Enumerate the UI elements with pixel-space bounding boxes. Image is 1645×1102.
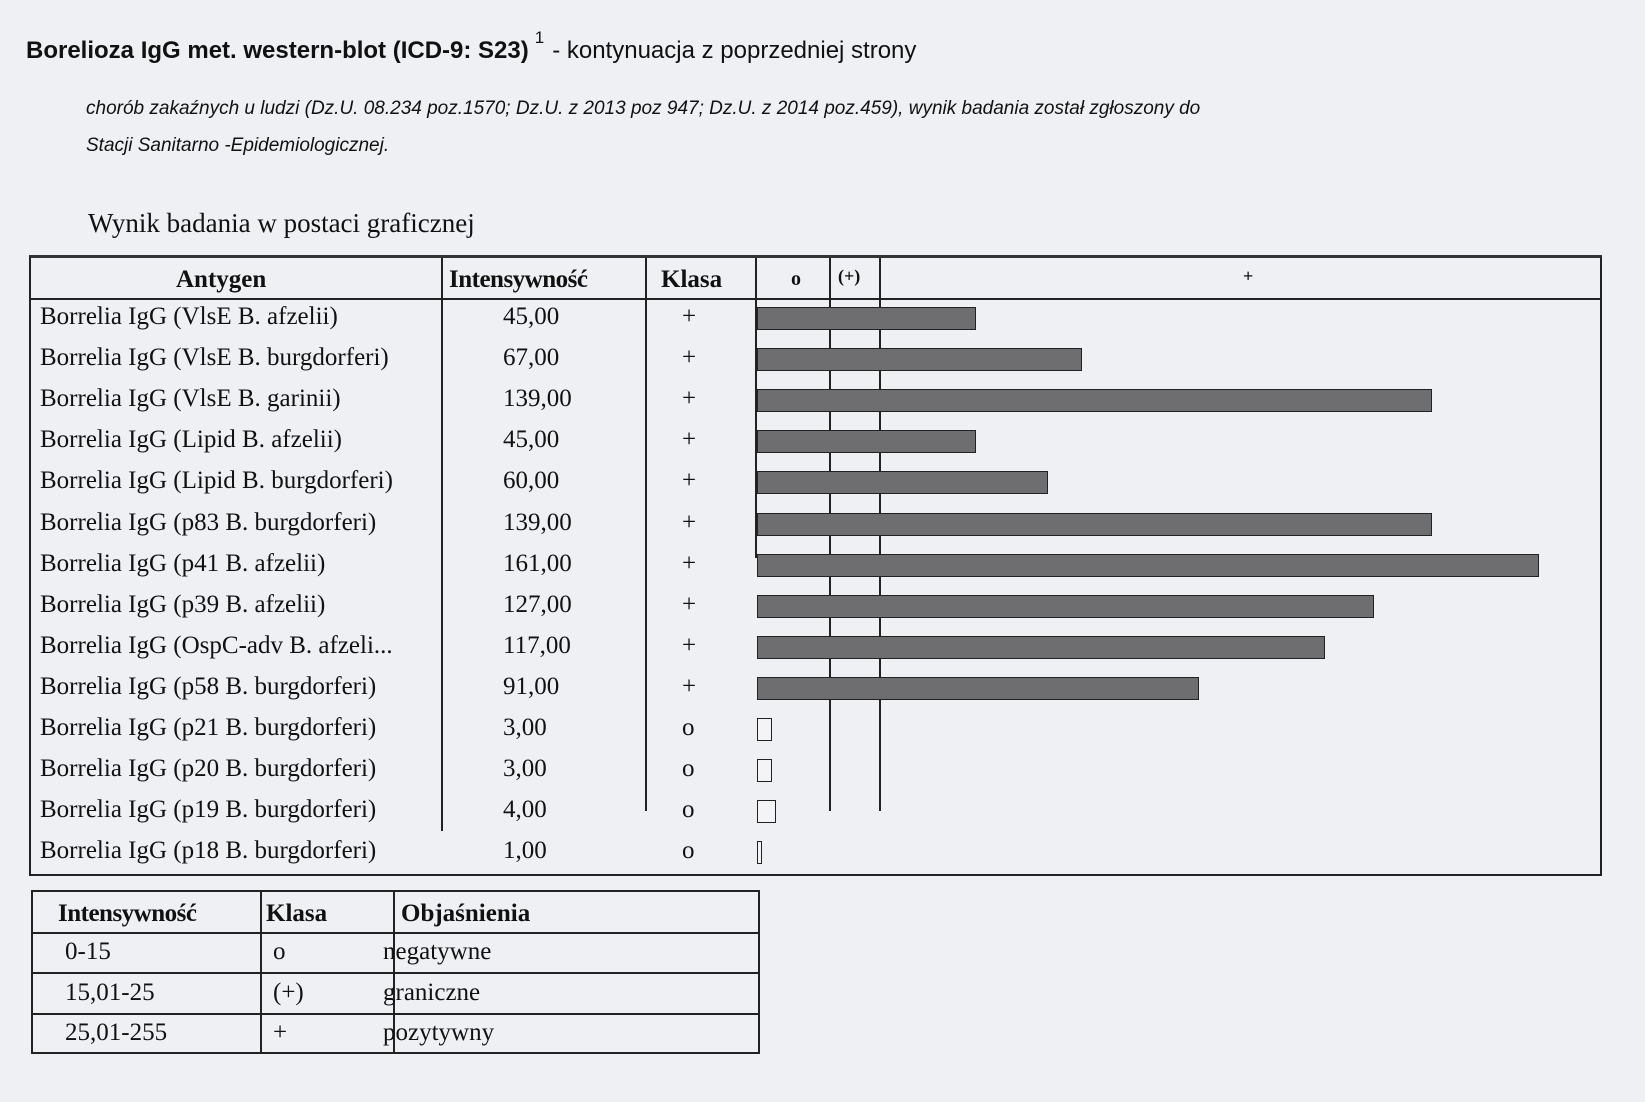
col-positive: +	[1243, 266, 1254, 286]
intensity-bar	[757, 635, 1326, 659]
legend-col-objasnienia: Objaśnienia	[401, 900, 531, 927]
divider	[645, 258, 647, 811]
legend-meaning: pozytywny	[383, 1019, 495, 1046]
antigen-name: Borrelia IgG (Lipid B. burgdorferi)	[40, 467, 393, 495]
intensity-value: 1,00	[503, 837, 547, 865]
intensity-value: 3,00	[503, 714, 547, 741]
intensity-bar	[757, 841, 762, 865]
intensity-value: 127,00	[503, 590, 572, 618]
legend-meaning: negatywne	[383, 938, 492, 965]
antigen-name: Borrelia IgG (p20 B. burgdorferi)	[40, 755, 377, 783]
antigen-name: Borrelia IgG (VlsE B. garinii)	[40, 385, 341, 413]
intensity-value: 60,00	[503, 467, 560, 495]
intensity-bar	[757, 471, 1049, 495]
legend-range: 25,01-255	[65, 1019, 168, 1046]
intensity-value: 3,00	[503, 755, 547, 783]
intensity-bar	[757, 512, 1432, 536]
legend-col-klasa: Klasa	[266, 900, 328, 927]
divider	[755, 258, 757, 558]
intensity-value: 117,00	[503, 631, 571, 659]
footnote-mark: 1	[534, 28, 545, 47]
intensity-bar	[757, 594, 1374, 618]
class-value: +	[682, 631, 697, 659]
results-table: Antygen Intensywność Klasa o (+) + Borre…	[29, 255, 1602, 876]
col-antygen: Antygen	[176, 266, 267, 293]
intensity-bar	[757, 718, 772, 741]
class-value: +	[682, 426, 697, 454]
intensity-value: 161,00	[503, 549, 572, 577]
antigen-name: Borrelia IgG (p83 B. burgdorferi)	[40, 508, 377, 536]
class-value: o	[682, 796, 695, 824]
col-negative: o	[791, 268, 801, 290]
intensity-bar	[757, 348, 1083, 372]
antigen-name: Borrelia IgG (p18 B. burgdorferi)	[40, 837, 377, 865]
antigen-name: Borrelia IgG (OspC-adv B. afzeli...	[40, 631, 393, 659]
title-bold: Borelioza IgG met. western-blot (ICD-9: …	[26, 37, 529, 64]
antigen-name: Borrelia IgG (p21 B. burgdorferi)	[40, 714, 377, 741]
col-klasa: Klasa	[661, 266, 723, 293]
intensity-bar	[757, 676, 1199, 700]
antigen-name: Borrelia IgG (p39 B. afzelii)	[40, 590, 326, 618]
antigen-name: Borrelia IgG (VlsE B. afzelii)	[40, 303, 338, 330]
legend-range: 0-15	[65, 938, 111, 965]
col-intensywnosc: Intensywność	[449, 266, 588, 293]
intensity-value: 139,00	[503, 385, 572, 413]
intensity-value: 67,00	[503, 344, 560, 372]
class-value: +	[682, 467, 697, 495]
intensity-value: 139,00	[503, 508, 572, 536]
page-title: Borelioza IgG met. western-blot (ICD-9: …	[26, 28, 917, 65]
class-value: +	[682, 344, 697, 372]
legend-table: Intensywność Klasa Objaśnienia 0-15 o nega…	[31, 890, 760, 1054]
class-value: +	[682, 590, 697, 618]
intensity-bar	[757, 389, 1432, 413]
intensity-bar	[757, 800, 777, 824]
header-divider	[31, 298, 1600, 300]
divider	[33, 932, 758, 934]
intensity-bar	[757, 307, 976, 330]
intensity-bar	[757, 430, 976, 454]
class-value: +	[682, 508, 697, 536]
col-borderline: (+)	[838, 266, 861, 286]
intensity-value: 45,00	[503, 303, 560, 330]
antigen-name: Borrelia IgG (p41 B. afzelii)	[40, 549, 326, 577]
legend-class: +	[273, 1019, 288, 1046]
class-value: o	[682, 837, 695, 865]
class-value: o	[682, 714, 695, 741]
antigen-name: Borrelia IgG (p58 B. burgdorferi)	[40, 672, 377, 700]
divider	[33, 972, 758, 974]
legend-class: (+)	[273, 978, 304, 1006]
class-value: +	[682, 549, 697, 577]
title-continuation: - kontynuacja z poprzedniej strony	[552, 37, 917, 64]
class-value: +	[682, 303, 697, 330]
legend-class: o	[273, 938, 286, 965]
note-line-1: chorób zakaźnych u ludzi (Dz.U. 08.234 p…	[86, 98, 1201, 119]
class-value: o	[682, 755, 695, 783]
antigen-name: Borrelia IgG (VlsE B. burgdorferi)	[40, 344, 389, 372]
intensity-bar	[757, 759, 772, 783]
note-line-2: Stacji Sanitarno -Epidemiologicznej.	[86, 135, 390, 156]
legend-meaning: graniczne	[383, 978, 481, 1006]
intensity-value: 45,00	[503, 426, 560, 454]
intensity-bar	[757, 553, 1539, 577]
legend-range: 15,01-25	[65, 978, 155, 1006]
class-value: +	[682, 672, 697, 700]
intensity-value: 4,00	[503, 796, 547, 824]
section-title: Wynik badania w postaci graficznej	[88, 208, 475, 238]
divider	[33, 1013, 758, 1015]
legend-col-intensywnosc: Intensywność	[58, 900, 197, 927]
class-value: +	[682, 385, 697, 413]
antigen-name: Borrelia IgG (p19 B. burgdorferi)	[40, 796, 377, 824]
antigen-name: Borrelia IgG (Lipid B. afzelii)	[40, 426, 342, 454]
divider	[441, 258, 443, 831]
intensity-value: 91,00	[503, 672, 560, 700]
